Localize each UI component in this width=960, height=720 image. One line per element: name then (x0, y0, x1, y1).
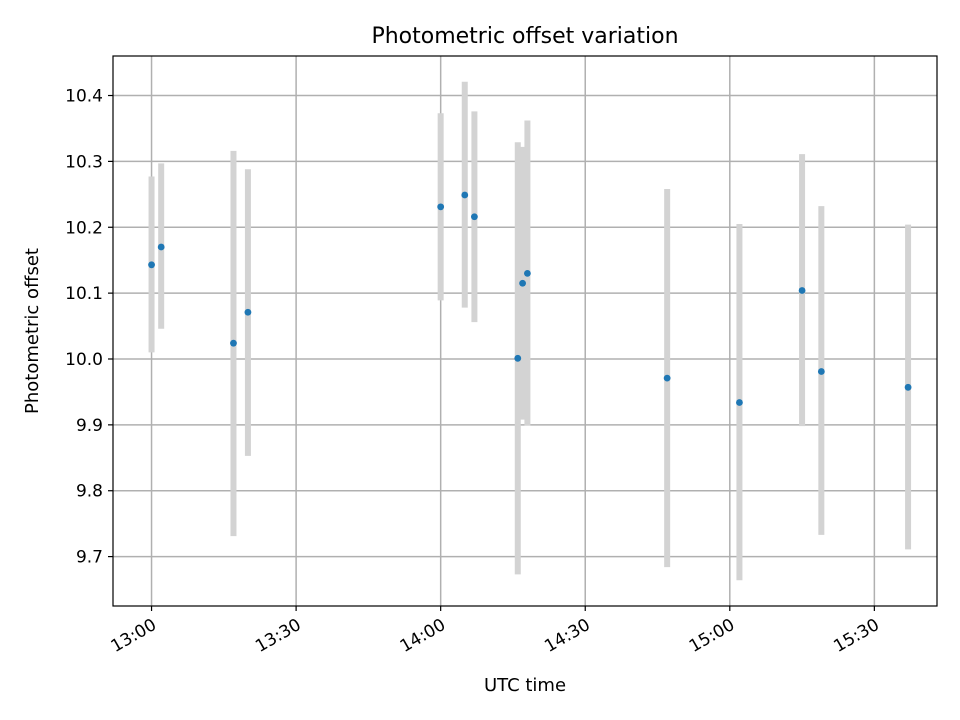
x-axis-ticks: 13:00 13:30 14:00 14:30 15:00 15:30 (108, 606, 883, 657)
y-tick-label: 10.2 (65, 218, 103, 238)
data-point (471, 213, 478, 221)
x-tick-label: 15:30 (830, 615, 882, 657)
data-points (148, 191, 912, 406)
y-tick-label: 10.4 (65, 87, 103, 107)
plot-frame (112, 55, 938, 607)
data-point (663, 374, 671, 382)
x-tick-label: 14:30 (541, 615, 593, 657)
data-point (244, 308, 252, 316)
data-point (157, 243, 165, 251)
data-point (524, 269, 531, 277)
data-point (437, 203, 445, 211)
y-tick-label: 10.3 (65, 152, 103, 172)
data-point (148, 261, 155, 269)
y-tick-label: 9.7 (76, 548, 103, 568)
x-tick-label: 13:00 (108, 615, 160, 657)
error-bars (148, 81, 912, 581)
y-axis-ticks: 9.7 9.8 9.9 10.0 10.1 10.2 10.3 10.4 (65, 87, 113, 568)
x-tick-label: 15:00 (686, 615, 738, 657)
x-tick-label: 14:00 (397, 615, 449, 657)
y-tick-label: 10.1 (65, 284, 103, 304)
data-point (519, 279, 526, 287)
y-tick-label: 9.9 (76, 416, 103, 436)
x-tick-label: 13:30 (252, 615, 304, 657)
chart-title: Photometric offset variation (371, 24, 678, 49)
x-axis-label: UTC time (484, 675, 566, 696)
y-axis-label: Photometric offset (22, 248, 43, 414)
data-point (904, 383, 912, 391)
data-point (798, 287, 806, 294)
y-tick-label: 9.8 (76, 482, 103, 502)
data-point (514, 354, 522, 362)
y-tick-label: 10.0 (65, 350, 103, 370)
data-point (461, 191, 469, 199)
data-point (230, 339, 237, 347)
data-point (817, 368, 825, 375)
data-point (736, 399, 743, 406)
